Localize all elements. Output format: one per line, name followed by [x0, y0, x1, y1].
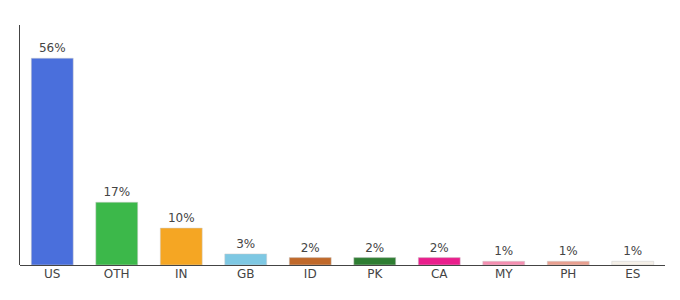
svg-text:1%: 1%	[559, 244, 578, 258]
svg-text:1%: 1%	[494, 244, 513, 258]
svg-text:10%: 10%	[168, 211, 195, 225]
svg-text:2%: 2%	[430, 241, 449, 255]
svg-text:OTH: OTH	[104, 267, 130, 281]
svg-text:US: US	[44, 267, 60, 281]
svg-text:GB: GB	[237, 267, 255, 281]
svg-text:1%: 1%	[623, 244, 642, 258]
svg-text:2%: 2%	[365, 241, 384, 255]
svg-text:2%: 2%	[301, 241, 320, 255]
svg-text:ID: ID	[304, 267, 317, 281]
svg-text:PH: PH	[560, 267, 576, 281]
svg-text:ES: ES	[625, 267, 640, 281]
svg-text:17%: 17%	[103, 185, 130, 199]
svg-text:56%: 56%	[39, 41, 66, 55]
svg-text:CA: CA	[431, 267, 448, 281]
svg-text:MY: MY	[495, 267, 513, 281]
svg-text:PK: PK	[367, 267, 383, 281]
svg-text:3%: 3%	[236, 237, 255, 251]
svg-text:IN: IN	[175, 267, 188, 281]
